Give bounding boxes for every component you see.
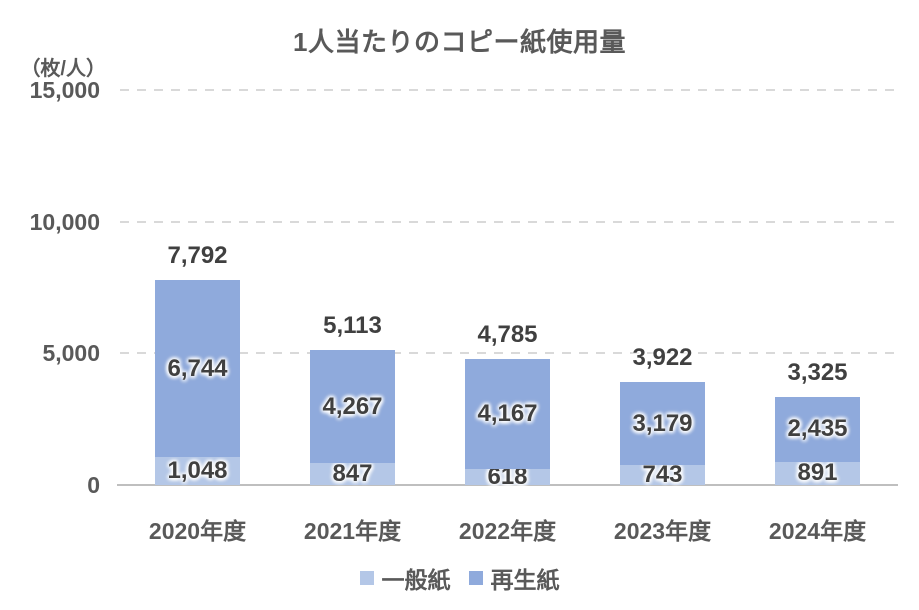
total-label: 5,113: [323, 312, 382, 340]
value-label-recycled-paper: 4,167: [477, 399, 538, 427]
total-label: 4,785: [477, 320, 538, 348]
bar-segment-general-paper: [465, 468, 550, 485]
value-label-general-paper: 743: [642, 461, 683, 489]
total-label: 3,922: [632, 343, 693, 371]
y-tick-label: 0: [87, 472, 100, 498]
value-label-general-paper: 847: [332, 459, 373, 487]
value-label-general-paper: 1,048: [167, 457, 228, 485]
y-tick-label: 15,000: [29, 77, 100, 103]
legend-label-general-paper: 一般紙: [381, 567, 451, 593]
legend-item-general-paper: 一般紙: [359, 561, 451, 595]
bar-segment-recycled-paper: [620, 381, 705, 466]
bar-segment-recycled-paper: [155, 279, 240, 458]
value-label-recycled-paper: 3,179: [632, 409, 693, 437]
value-label-recycled-paper: 6,744: [167, 354, 228, 382]
legend-item-recycled-paper: 再生紙: [468, 561, 560, 595]
bar-segment-recycled-paper: [775, 397, 860, 462]
legend: 一般紙 再生紙: [0, 561, 919, 595]
y-tick-label: 5,000: [42, 340, 100, 367]
legend-label-recycled-paper: 再生紙: [490, 567, 560, 593]
total-label: 7,792: [167, 241, 228, 269]
legend-swatch-general-paper: [359, 571, 374, 585]
y-axis-unit-label: （枚/人）: [20, 58, 106, 80]
x-axis-label: 2023年度: [613, 518, 712, 544]
x-axis-label: 2022年度: [458, 518, 557, 544]
bar-segment-general-paper: [155, 457, 240, 485]
bar-segment-recycled-paper: [310, 350, 395, 463]
y-tick-label: 10,000: [29, 208, 100, 235]
value-label-general-paper: 891: [797, 459, 838, 487]
bar-segment-general-paper: [775, 461, 860, 485]
gridline: [120, 352, 895, 355]
bar-segment-general-paper: [620, 465, 705, 485]
x-axis-label: 2021年度: [303, 518, 402, 544]
bar-segment-general-paper: [310, 462, 395, 485]
gridline: [120, 220, 895, 223]
bar-segment-recycled-paper: [465, 358, 550, 469]
gridline: [120, 89, 895, 91]
x-axis-label: 2020年度: [148, 518, 247, 544]
chart-title: 1人当たりのコピー紙使用量: [293, 27, 626, 57]
legend-swatch-recycled-paper: [468, 571, 483, 585]
total-label: 3,325: [787, 359, 848, 387]
x-axis-label: 2024年度: [768, 518, 867, 544]
value-label-recycled-paper: 4,267: [322, 392, 383, 420]
x-axis-line: [117, 484, 898, 486]
value-label-recycled-paper: 2,435: [787, 415, 848, 443]
